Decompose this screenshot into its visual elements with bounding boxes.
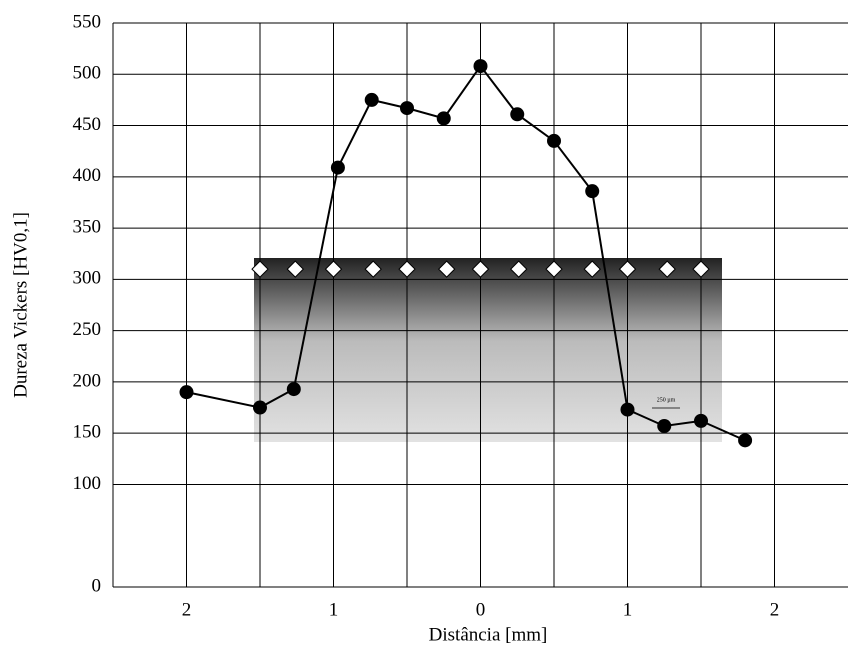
point [473, 59, 488, 74]
y-tick-label: 450 [73, 114, 102, 135]
diamond [510, 260, 528, 278]
y-axis-label: Dureza Vickers [HV0,1] [10, 212, 31, 398]
point [253, 400, 267, 415]
micrograph [254, 258, 722, 442]
point [585, 184, 600, 199]
y-tick-label: 0 [92, 575, 102, 596]
x-tick-label: 1 [623, 599, 633, 620]
point [738, 433, 753, 448]
diamond [286, 260, 304, 278]
diamond [658, 260, 676, 278]
point [547, 133, 561, 148]
diamond [471, 260, 490, 278]
y-tick-label: 250 [73, 319, 102, 340]
diamond [692, 260, 710, 278]
y-tick-label: 200 [73, 370, 102, 391]
point [510, 107, 525, 122]
scale-label: 250 µm [657, 397, 676, 403]
diamond [545, 260, 563, 278]
diamond [618, 260, 637, 278]
y-tick-label: 300 [73, 268, 102, 289]
point [286, 382, 301, 397]
x-tick-label: 1 [329, 599, 339, 620]
x-tick-label: 2 [770, 599, 780, 620]
diamond [364, 260, 382, 278]
diamond [251, 260, 269, 278]
diamond [583, 260, 601, 278]
diamond [324, 260, 343, 278]
y-tick-label: 400 [73, 165, 102, 186]
point [400, 101, 414, 116]
diamond [437, 260, 456, 278]
y-tick-label: 100 [73, 473, 102, 494]
y-tick-label: 350 [73, 216, 102, 237]
point [657, 419, 672, 434]
x-tick-label: 0 [476, 599, 486, 620]
point [694, 413, 708, 428]
point [620, 402, 635, 417]
diamond [398, 260, 416, 278]
x-axis-label: Distância [mm] [429, 624, 548, 645]
point [179, 385, 194, 400]
x-tick-label: 2 [182, 599, 192, 620]
y-tick-label: 500 [73, 63, 102, 84]
y-tick-label: 550 [73, 11, 102, 32]
point [436, 111, 451, 126]
point [364, 92, 379, 107]
y-tick-label: 150 [73, 422, 102, 443]
point [330, 160, 345, 175]
